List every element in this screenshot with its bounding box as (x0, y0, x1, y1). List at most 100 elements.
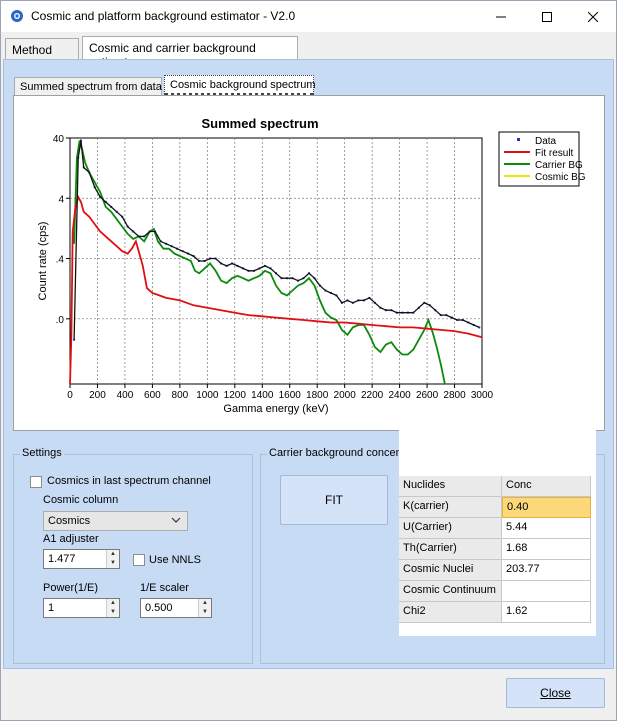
fit-button[interactable]: FIT (280, 475, 388, 525)
table-header: Nuclides Conc (399, 476, 591, 497)
tab-panel: Summed spectrum from data Cosmic backgro… (3, 59, 614, 669)
maximize-icon (542, 11, 552, 22)
legend-label: Data (535, 136, 557, 147)
settings-group: Settings (13, 447, 253, 664)
footer: Close (1, 671, 616, 720)
power-value: 1 (48, 602, 55, 614)
table-row: Chi2 1.62 (399, 602, 591, 623)
minimize-button[interactable] (478, 1, 524, 32)
main-tabs: Method info Cosmic and carrier backgroun… (1, 36, 616, 71)
minimize-icon (496, 16, 506, 17)
x-ticks: 0 200 400 600 800 1000 1200 1400 1600 1800 2000 220… (67, 384, 494, 401)
a1-adjuster-arrows[interactable]: ▲ ▼ (106, 550, 119, 568)
concentrations-table: Nuclides Conc K(carrier) 0.40 U(Carrier)… (399, 414, 596, 636)
data-trend-line (73, 140, 480, 340)
x-tick-label: 2600 (416, 390, 439, 401)
scaler-value: 0.500 (145, 602, 173, 614)
cosmics-last-channel-label: Cosmics in last spectrum channel (47, 475, 211, 487)
tab-cosmic-carrier-estimator[interactable]: Cosmic and carrier background estimator (82, 36, 298, 69)
x-axis-label: Gamma energy (keV) (223, 403, 328, 415)
spin-up-icon[interactable]: ▲ (202, 600, 208, 606)
cosmic-column-select[interactable]: Cosmics (43, 511, 188, 531)
cosmic-column-label: Cosmic column (43, 494, 119, 506)
scaler-label: 1/E scaler (140, 582, 189, 594)
a1-adjuster-label: A1 adjuster (43, 533, 99, 545)
x-tick-label: 800 (172, 390, 189, 401)
plot-area (69, 137, 483, 385)
y-tick-label: 40 (53, 134, 65, 145)
power-arrows[interactable]: ▲ ▼ (106, 599, 119, 617)
conc-cell[interactable]: 1.68 (502, 539, 591, 560)
legend-marker (517, 138, 520, 141)
close-window-button[interactable] (570, 1, 616, 32)
conc-cell[interactable]: 203.77 (502, 560, 591, 581)
use-nnls-checkbox[interactable] (133, 554, 145, 566)
x-tick-label: 1200 (224, 390, 247, 401)
legend-label: Cosmic BG (535, 172, 586, 183)
conc-cell[interactable] (502, 581, 591, 602)
x-tick-label: 2000 (334, 390, 357, 401)
use-nnls-label: Use NNLS (149, 554, 201, 566)
spin-down-icon[interactable]: ▼ (202, 609, 208, 615)
y-tick-label: .0 (56, 315, 65, 326)
nuclide-cell[interactable]: K(carrier) (399, 497, 502, 518)
y-axis-label: Count rate (cps) (37, 222, 49, 301)
title-bar: Cosmic and platform background estimator… (1, 1, 616, 32)
x-tick-label: 2200 (361, 390, 384, 401)
y-tick-label: 4 (58, 194, 64, 205)
column-header-nuclides[interactable]: Nuclides (399, 476, 502, 497)
nuclide-cell[interactable]: Cosmic Nuclei (399, 560, 502, 581)
carrier-group-label: Carrier background concentrations (267, 447, 440, 459)
x-tick-label: 3000 (471, 390, 494, 401)
nuclide-cell[interactable]: Chi2 (399, 602, 502, 623)
nuclide-cell[interactable]: Th(Carrier) (399, 539, 502, 560)
legend-label: Carrier BG (535, 160, 583, 171)
chart-title: Summed spectrum (201, 116, 318, 131)
x-tick-label: 1000 (196, 390, 219, 401)
maximize-button[interactable] (524, 1, 570, 32)
data-point (73, 338, 76, 341)
x-tick-label: 0 (67, 390, 73, 401)
tab-cosmic-background-spectrum[interactable]: Cosmic background spectrum (164, 75, 316, 96)
nuclide-cell[interactable]: Cosmic Continuum (399, 581, 502, 602)
spin-down-icon[interactable]: ▼ (110, 609, 116, 615)
x-tick-label: 1400 (251, 390, 274, 401)
legend-label: Fit result (535, 148, 574, 159)
y-ticks: 40 4 .4 .0 (53, 134, 70, 326)
spin-down-icon[interactable]: ▼ (110, 560, 116, 566)
table-row: Cosmic Nuclei 203.77 (399, 560, 591, 581)
x-tick-label: 1600 (279, 390, 302, 401)
chevron-down-icon (171, 517, 181, 523)
table-row: Th(Carrier) 1.68 (399, 539, 591, 560)
settings-group-label: Settings (20, 447, 64, 459)
table-row: U(Carrier) 5.44 (399, 518, 591, 539)
spectrum-chart[interactable]: Summed spectrum 0 200 400 600 800 1000 1200 140… (14, 96, 604, 430)
series-line-fit-result (69, 194, 483, 385)
power-stepper[interactable]: 1 ▲ ▼ (43, 598, 120, 618)
conc-cell[interactable]: 0.40 (502, 497, 591, 518)
spin-up-icon[interactable]: ▲ (110, 551, 116, 557)
conc-cell[interactable]: 1.62 (502, 602, 591, 623)
tab-method-info[interactable]: Method info (5, 38, 79, 71)
tab-summed-spectrum[interactable]: Summed spectrum from data (14, 77, 162, 96)
x-tick-label: 2400 (388, 390, 411, 401)
grid (70, 138, 482, 384)
cosmics-last-channel-checkbox[interactable] (30, 476, 42, 488)
x-tick-label: 2800 (443, 390, 466, 401)
scaler-arrows[interactable]: ▲ ▼ (198, 599, 211, 617)
a1-adjuster-value: 1.477 (48, 553, 76, 565)
window-title: Cosmic and platform background estimator… (31, 9, 296, 23)
nuclide-cell[interactable]: U(Carrier) (399, 518, 502, 539)
close-button[interactable]: Close (506, 678, 605, 708)
scaler-stepper[interactable]: 0.500 ▲ ▼ (140, 598, 212, 618)
a1-adjuster-stepper[interactable]: 1.477 ▲ ▼ (43, 549, 120, 569)
table-row: Cosmic Continuum (399, 581, 591, 602)
x-tick-label: 200 (89, 390, 106, 401)
series-group (69, 139, 483, 385)
cosmic-column-value: Cosmics (48, 515, 91, 527)
conc-cell[interactable]: 5.44 (502, 518, 591, 539)
spin-up-icon[interactable]: ▲ (110, 600, 116, 606)
column-header-conc[interactable]: Conc (502, 476, 591, 497)
